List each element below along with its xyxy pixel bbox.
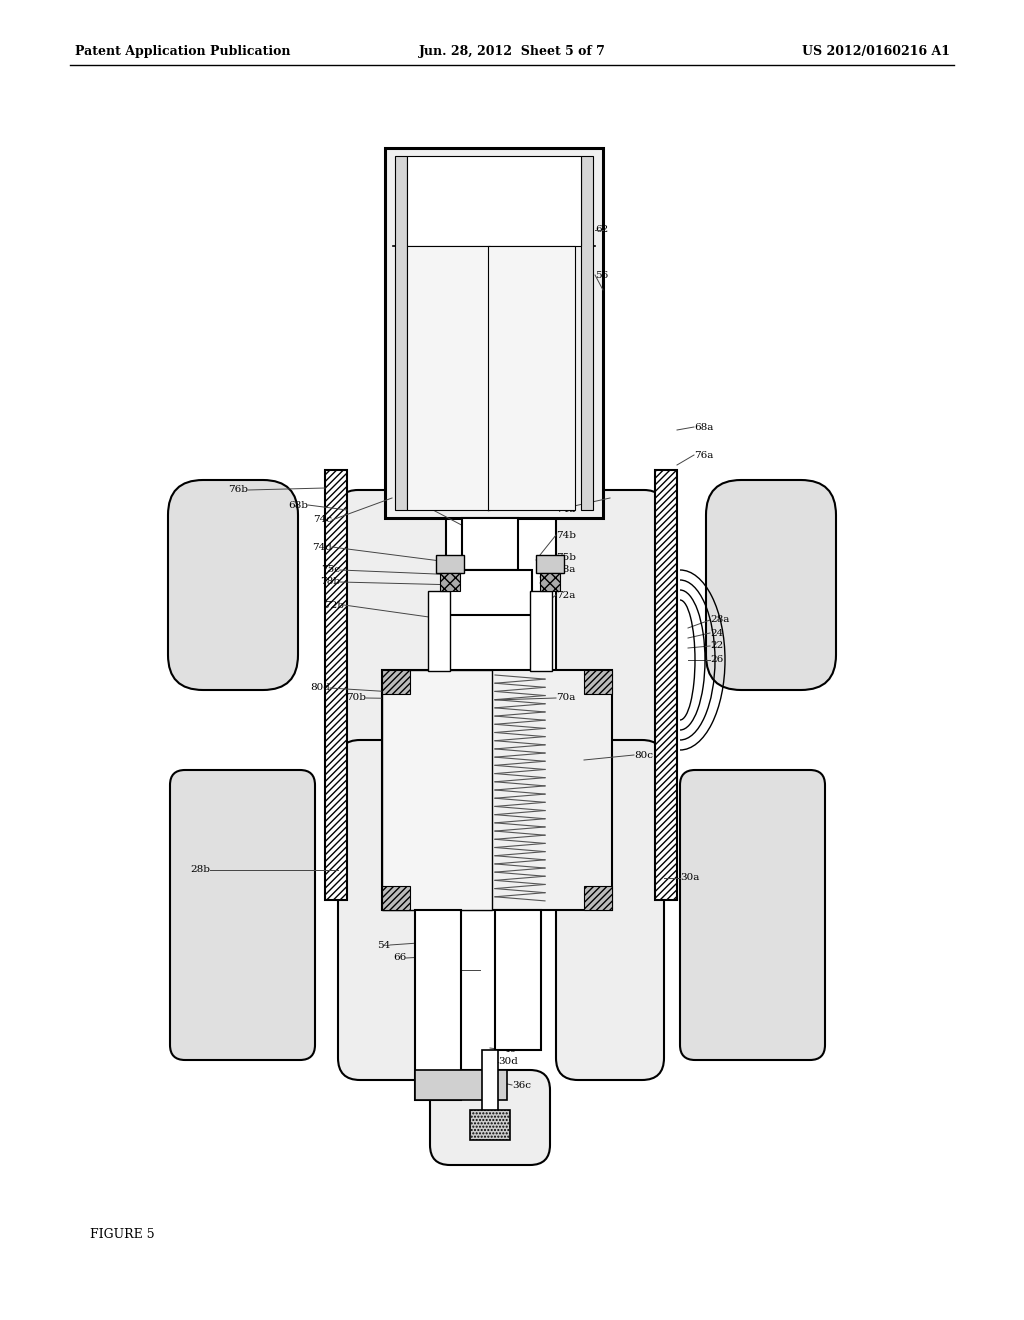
Text: 72a: 72a (556, 590, 575, 599)
FancyBboxPatch shape (430, 1071, 550, 1166)
Text: 74b: 74b (556, 531, 575, 540)
Text: 24: 24 (710, 628, 723, 638)
Text: 76b: 76b (228, 486, 248, 495)
Text: 74a: 74a (556, 506, 575, 515)
Text: 64: 64 (423, 965, 436, 974)
Text: 62: 62 (595, 226, 608, 235)
Text: 75b: 75b (556, 553, 575, 562)
Text: 66: 66 (393, 953, 406, 962)
Text: 30a: 30a (680, 874, 699, 883)
FancyBboxPatch shape (680, 770, 825, 1060)
Text: 74d: 74d (312, 543, 332, 552)
Text: 56: 56 (595, 271, 608, 280)
Bar (655, 470, 677, 900)
Bar (382, 886, 410, 909)
Text: 75c: 75c (321, 565, 340, 574)
FancyBboxPatch shape (556, 741, 664, 1080)
Text: 40: 40 (504, 1045, 517, 1055)
Bar (415, 1071, 507, 1100)
Bar (428, 591, 450, 671)
Bar (382, 671, 612, 909)
Bar (395, 156, 407, 510)
Text: 78b: 78b (319, 578, 340, 586)
Text: 36c: 36c (512, 1081, 531, 1089)
Bar (382, 671, 492, 909)
Text: 22: 22 (710, 642, 723, 651)
Bar (584, 886, 612, 909)
Bar (415, 909, 461, 1100)
Text: 30d: 30d (498, 1057, 518, 1067)
Text: 28b: 28b (190, 866, 210, 874)
Text: 80d: 80d (310, 684, 330, 693)
FancyBboxPatch shape (168, 480, 298, 690)
FancyBboxPatch shape (706, 480, 836, 690)
FancyBboxPatch shape (170, 770, 315, 1060)
Bar (536, 554, 564, 573)
Text: US 2012/0160216 A1: US 2012/0160216 A1 (802, 45, 950, 58)
Bar (449, 570, 532, 615)
Bar (385, 148, 603, 517)
Text: Patent Application Publication: Patent Application Publication (75, 45, 291, 58)
Bar (470, 1110, 510, 1140)
Text: 42: 42 (431, 1081, 444, 1089)
Bar (407, 246, 490, 510)
Text: 76a: 76a (694, 450, 714, 459)
Bar (488, 246, 575, 510)
Bar (581, 156, 593, 510)
Bar (325, 470, 347, 900)
Text: 68b: 68b (288, 500, 308, 510)
Text: 54: 54 (377, 940, 390, 949)
Bar (584, 671, 612, 694)
FancyBboxPatch shape (556, 490, 664, 750)
Text: 68a: 68a (694, 422, 714, 432)
Bar (482, 1049, 498, 1130)
Text: 80c: 80c (634, 751, 653, 759)
Bar (436, 554, 464, 573)
Text: 72b: 72b (324, 601, 344, 610)
Text: 32b: 32b (510, 965, 530, 974)
Text: 70b: 70b (346, 693, 366, 702)
FancyBboxPatch shape (338, 741, 446, 1080)
Bar (407, 156, 581, 246)
Text: 28a: 28a (710, 615, 729, 624)
Bar (540, 573, 560, 591)
Text: 26: 26 (710, 656, 723, 664)
Bar (382, 671, 410, 694)
Bar (462, 517, 518, 570)
Text: FIGURE 5: FIGURE 5 (90, 1229, 155, 1242)
Bar (530, 591, 552, 671)
Text: Jun. 28, 2012  Sheet 5 of 7: Jun. 28, 2012 Sheet 5 of 7 (419, 45, 605, 58)
Text: 78a: 78a (556, 565, 575, 574)
Text: 58: 58 (400, 495, 414, 504)
Text: 70a: 70a (556, 693, 575, 702)
Text: 74c: 74c (313, 516, 332, 524)
Bar (495, 909, 541, 1049)
FancyBboxPatch shape (338, 490, 446, 750)
Bar (440, 573, 460, 591)
